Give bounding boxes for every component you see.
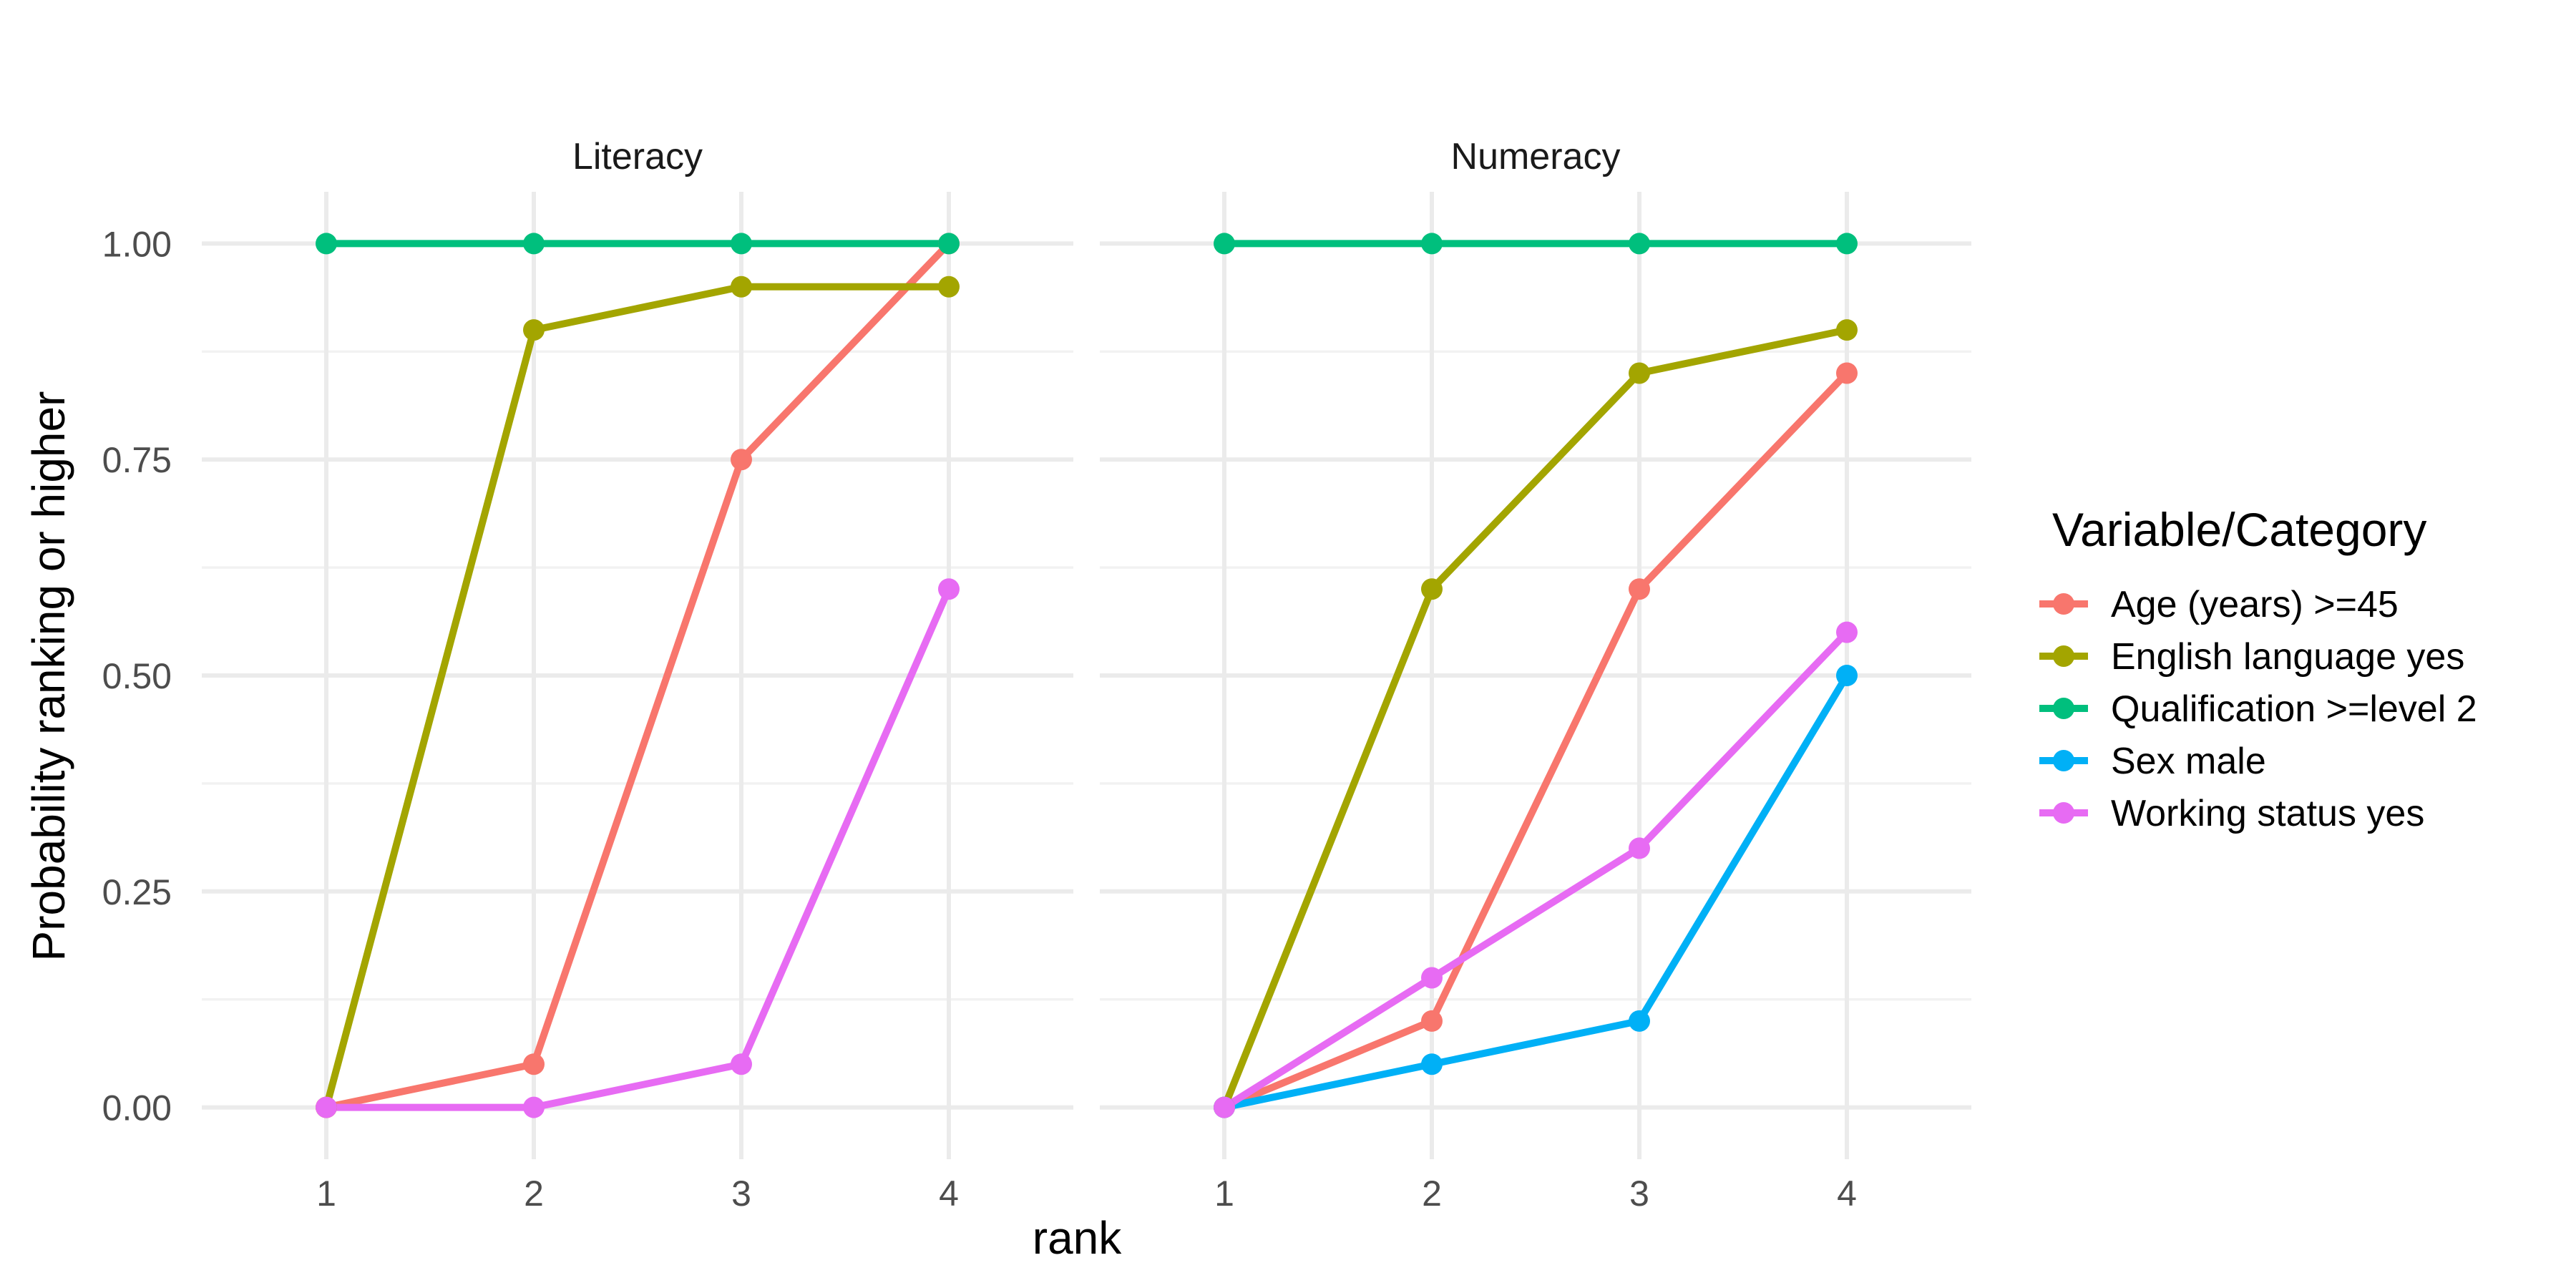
numeracy-point-qualification-level-2-2 [1421, 233, 1443, 255]
numeracy-x-tick-label-3: 4 [1837, 1174, 1857, 1214]
literacy-point-working-status-yes-2 [523, 1096, 545, 1118]
legend-key-point-qualification-level-2 [2053, 698, 2074, 719]
numeracy-point-qualification-level-2-4 [1836, 233, 1858, 255]
numeracy-point-qualification-level-2-3 [1629, 233, 1650, 255]
numeracy-point-english-language-yes-3 [1629, 362, 1650, 384]
literacy-series-line-age-years-45 [325, 240, 952, 1111]
literacy-point-english-language-yes-3 [731, 275, 752, 298]
series-layer [316, 233, 1858, 1118]
legend-label-age-years-45: Age (years) >=45 [2111, 584, 2399, 625]
legend-key-point-working-status-yes [2053, 802, 2074, 824]
y-axis-title: Probability ranking or higher [23, 391, 74, 962]
y-tick-label-2: 0.50 [102, 656, 172, 696]
literacy-point-qualification-level-2-4 [938, 233, 960, 255]
numeracy-x-tick-label-1: 2 [1422, 1174, 1442, 1214]
numeracy-point-working-status-yes-4 [1836, 621, 1858, 643]
literacy-panel-title: Literacy [572, 136, 703, 177]
numeracy-series-line-working-status-yes [1222, 630, 1850, 1111]
x-axis-title: rank [1033, 1212, 1123, 1264]
numeracy-point-sex-male-3 [1629, 1010, 1650, 1032]
numeracy-point-qualification-level-2-1 [1214, 233, 1235, 255]
numeracy-point-age-years-45-3 [1629, 578, 1650, 600]
numeracy-series-line-sex-male [1223, 673, 1850, 1111]
numeracy-point-age-years-45-2 [1421, 1010, 1443, 1032]
literacy-point-qualification-level-2-1 [316, 233, 337, 255]
numeracy-point-english-language-yes-4 [1836, 319, 1858, 341]
literacy-x-tick-label-1: 2 [524, 1174, 544, 1214]
legend-label-english-language-yes: English language yes [2111, 636, 2464, 678]
literacy-point-age-years-45-3 [731, 449, 752, 471]
legend-label-sex-male: Sex male [2111, 741, 2266, 782]
numeracy-series-line-english-language-yes [1221, 326, 1848, 1109]
numeracy-point-english-language-yes-2 [1421, 578, 1443, 600]
literacy-point-qualification-level-2-2 [523, 233, 545, 255]
legend-label-working-status-yes: Working status yes [2111, 793, 2424, 834]
literacy-x-tick-label-3: 4 [939, 1174, 959, 1214]
text-layer: Probability ranking or higher rank Varia… [23, 136, 2426, 1264]
numeracy-x-tick-label-2: 3 [1629, 1174, 1649, 1214]
numeracy-panel-title: Numeracy [1451, 136, 1621, 177]
numeracy-point-working-status-yes-1 [1214, 1096, 1235, 1118]
numeracy-point-sex-male-2 [1421, 1053, 1443, 1075]
literacy-x-tick-label-0: 1 [316, 1174, 336, 1214]
legend-label-qualification-level-2: Qualification >=level 2 [2111, 688, 2477, 730]
literacy-point-working-status-yes-3 [731, 1053, 752, 1075]
legend-key-point-age-years-45 [2053, 593, 2074, 615]
numeracy-point-age-years-45-4 [1836, 362, 1858, 384]
literacy-x-tick-label-2: 3 [731, 1174, 751, 1214]
y-tick-label-3: 0.75 [102, 440, 172, 480]
legend: Age (years) >=45 English language yes Qual… [2039, 584, 2477, 834]
literacy-point-age-years-45-2 [523, 1053, 545, 1075]
numeracy-point-working-status-yes-3 [1629, 837, 1650, 859]
literacy-series-line-working-status-yes [326, 587, 952, 1111]
literacy-point-english-language-yes-4 [938, 275, 960, 298]
literacy-point-english-language-yes-2 [523, 319, 545, 341]
y-tick-label-0: 0.00 [102, 1088, 172, 1128]
grid-layer [202, 192, 1971, 1159]
numeracy-series-line-age-years-45 [1223, 371, 1850, 1111]
legend-key-point-english-language-yes [2053, 645, 2074, 667]
numeracy-point-sex-male-4 [1836, 665, 1858, 686]
numeracy-point-working-status-yes-2 [1421, 967, 1443, 989]
literacy-series-line-english-language-yes [323, 283, 949, 1108]
y-tick-label-4: 1.00 [102, 224, 172, 264]
literacy-point-working-status-yes-1 [316, 1096, 337, 1118]
y-tick-label-1: 0.25 [102, 872, 172, 912]
literacy-point-qualification-level-2-3 [731, 233, 752, 255]
legend-key-point-sex-male [2053, 750, 2074, 771]
literacy-point-working-status-yes-4 [938, 578, 960, 600]
legend-title: Variable/Category [2052, 503, 2426, 556]
numeracy-x-tick-label-0: 1 [1214, 1174, 1234, 1214]
